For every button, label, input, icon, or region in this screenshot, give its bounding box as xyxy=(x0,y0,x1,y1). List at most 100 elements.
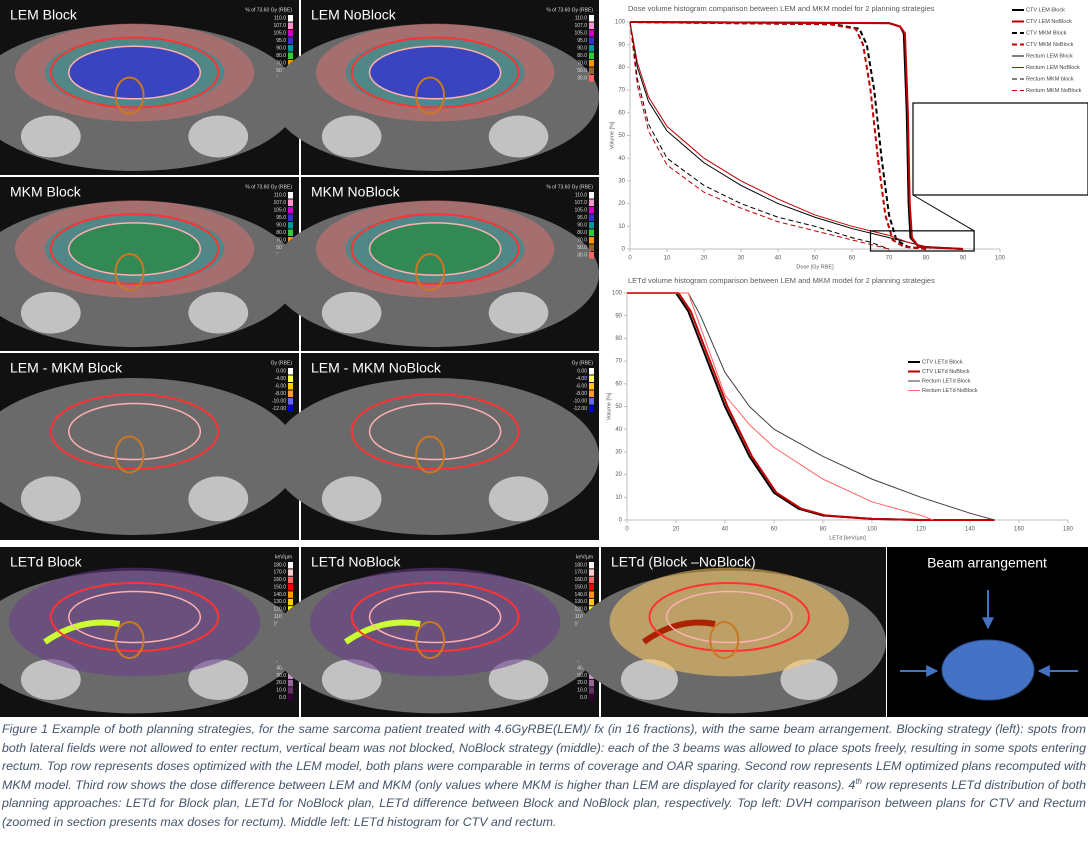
dose-wash xyxy=(68,222,201,276)
colorbar-swatch xyxy=(589,67,594,74)
colorbar-title: keV/µm xyxy=(275,554,292,560)
ct-pelvis xyxy=(188,476,249,522)
legend-label: Rectum LEM NoBlock xyxy=(1026,65,1080,71)
colorbar-label: 30.0 xyxy=(577,252,587,258)
ctv-contour xyxy=(350,582,520,652)
series-line xyxy=(627,292,995,521)
ct-pelvis xyxy=(488,476,549,522)
colorbar-swatch xyxy=(589,383,594,390)
ctv-contour xyxy=(350,36,520,109)
colorbar-swatch xyxy=(589,222,594,229)
y-axis-title: Volume [%] xyxy=(609,121,615,149)
x-tick-label: 40 xyxy=(775,256,782,262)
colorbar-label: 107.0 xyxy=(273,200,286,206)
colorbar-swatch xyxy=(288,598,293,606)
ctv-contour xyxy=(665,590,793,644)
colorbar-swatch xyxy=(288,214,293,221)
colorbar-label: 107.0 xyxy=(574,23,587,29)
colorbar-label: -4.00 xyxy=(275,376,287,382)
colorbar-swatch xyxy=(589,562,594,569)
colorbar-swatch xyxy=(288,22,293,29)
y-tick-label: 10 xyxy=(615,495,622,501)
colorbar-label: 160.0 xyxy=(273,577,286,583)
x-tick-label: 50 xyxy=(812,256,819,262)
ct-pelvis xyxy=(188,659,249,700)
x-tick-label: 60 xyxy=(771,527,778,533)
colorbar-label: 95.0 xyxy=(577,215,587,221)
y-tick-label: 70 xyxy=(618,88,625,94)
y-tick-label: 50 xyxy=(615,404,622,410)
colorbar-swatch xyxy=(288,405,293,412)
colorbar-label: 40.0 xyxy=(276,665,286,671)
colorbar-swatch xyxy=(288,30,293,37)
series-line xyxy=(627,292,934,521)
colorbar-swatch xyxy=(589,576,594,584)
chart-title: LETd volume histogram comparison between… xyxy=(628,276,935,285)
ctv-contour xyxy=(68,590,202,644)
colorbar-label: 70.0 xyxy=(577,237,587,243)
ct-panel: MKM NoBlock % of 73.60 Gy (RBE) 110.0 107.0… xyxy=(271,177,599,351)
ct-panel: LETd NoBlock keV/µm180.0170.0160.0150.014… xyxy=(271,547,599,717)
colorbar-swatch xyxy=(288,694,293,701)
ct-pelvis xyxy=(321,291,382,334)
ct-panel: LEM - MKM Block Gy (RBE) 0.00 -4.00-6.00 -8.… xyxy=(0,353,299,540)
y-tick-label: 50 xyxy=(618,133,625,139)
colorbar-swatch xyxy=(288,207,293,214)
legend-label: CTV MKM NoBlock xyxy=(1026,42,1074,48)
colorbar-swatch xyxy=(589,207,594,214)
colorbar-swatch xyxy=(288,672,293,679)
colorbar-label: 90.0 xyxy=(577,45,587,51)
dose-wash xyxy=(68,46,201,99)
panel-title: LEM - MKM NoBlock xyxy=(311,360,442,376)
colorbar-title: % of 73.60 Gy (RBE) xyxy=(546,7,593,13)
y-tick-label: 90 xyxy=(618,42,625,48)
panel-title: MKM Block xyxy=(10,184,82,200)
colorbar-label: 110.0 xyxy=(575,614,587,620)
colorbar-label: 20.0 xyxy=(577,680,587,686)
series-line xyxy=(629,21,964,250)
rectum-contour xyxy=(709,621,740,659)
y-tick-label: 100 xyxy=(615,20,626,26)
rectum-contour xyxy=(114,253,145,291)
colorbar-label: -8.00 xyxy=(275,391,287,397)
legend-label: Rectum MKM block xyxy=(1026,76,1074,82)
ctv-contour xyxy=(368,45,502,100)
colorbar-swatch xyxy=(589,192,594,199)
caption: Figure 1 Example of both planning strate… xyxy=(2,720,1086,832)
colorbar-label: 105.0 xyxy=(273,30,286,36)
colorbar-label: 20.0 xyxy=(276,680,286,686)
colorbar-label: 105.0 xyxy=(273,207,286,213)
rectum-contour xyxy=(415,435,446,474)
y-tick-label: 80 xyxy=(618,65,625,71)
rectum-contour xyxy=(114,435,145,474)
x-tick-label: 10 xyxy=(664,256,671,262)
colorbar-swatch xyxy=(288,192,293,199)
colorbar-swatch xyxy=(288,687,293,694)
colorbar-label: 80.0 xyxy=(276,53,286,59)
series-line xyxy=(629,21,890,250)
colorbar-swatch xyxy=(288,576,293,584)
colorbar-swatch xyxy=(589,22,594,29)
colorbar-label: 130.0 xyxy=(574,599,587,605)
panel-title: LETd NoBlock xyxy=(311,554,401,570)
colorbar-label: 80.0 xyxy=(577,230,587,236)
colorbar-label: 50.0 xyxy=(276,68,286,74)
ctv-contour xyxy=(68,45,202,100)
colorbar-swatch xyxy=(589,390,594,397)
x-tick-label: 30 xyxy=(738,256,745,262)
colorbar-label: 107.0 xyxy=(273,23,286,29)
colorbar-label: -6.00 xyxy=(576,383,588,389)
colorbar-title: Gy (RBE) xyxy=(572,360,594,366)
x-tick-label: 80 xyxy=(820,527,827,533)
x-tick-label: 160 xyxy=(1014,527,1025,533)
ct-pelvis xyxy=(20,115,81,158)
ct-pelvis xyxy=(188,291,249,334)
colorbar-swatch xyxy=(589,60,594,67)
colorbar-swatch xyxy=(589,229,594,236)
colorbar-swatch xyxy=(288,37,293,44)
rectum-contour xyxy=(114,621,145,659)
colorbar-label: 180.0 xyxy=(273,562,286,568)
colorbar-label: 70.0 xyxy=(577,60,587,66)
rectum-contour xyxy=(415,621,446,659)
panel-title: LEM Block xyxy=(10,7,78,23)
